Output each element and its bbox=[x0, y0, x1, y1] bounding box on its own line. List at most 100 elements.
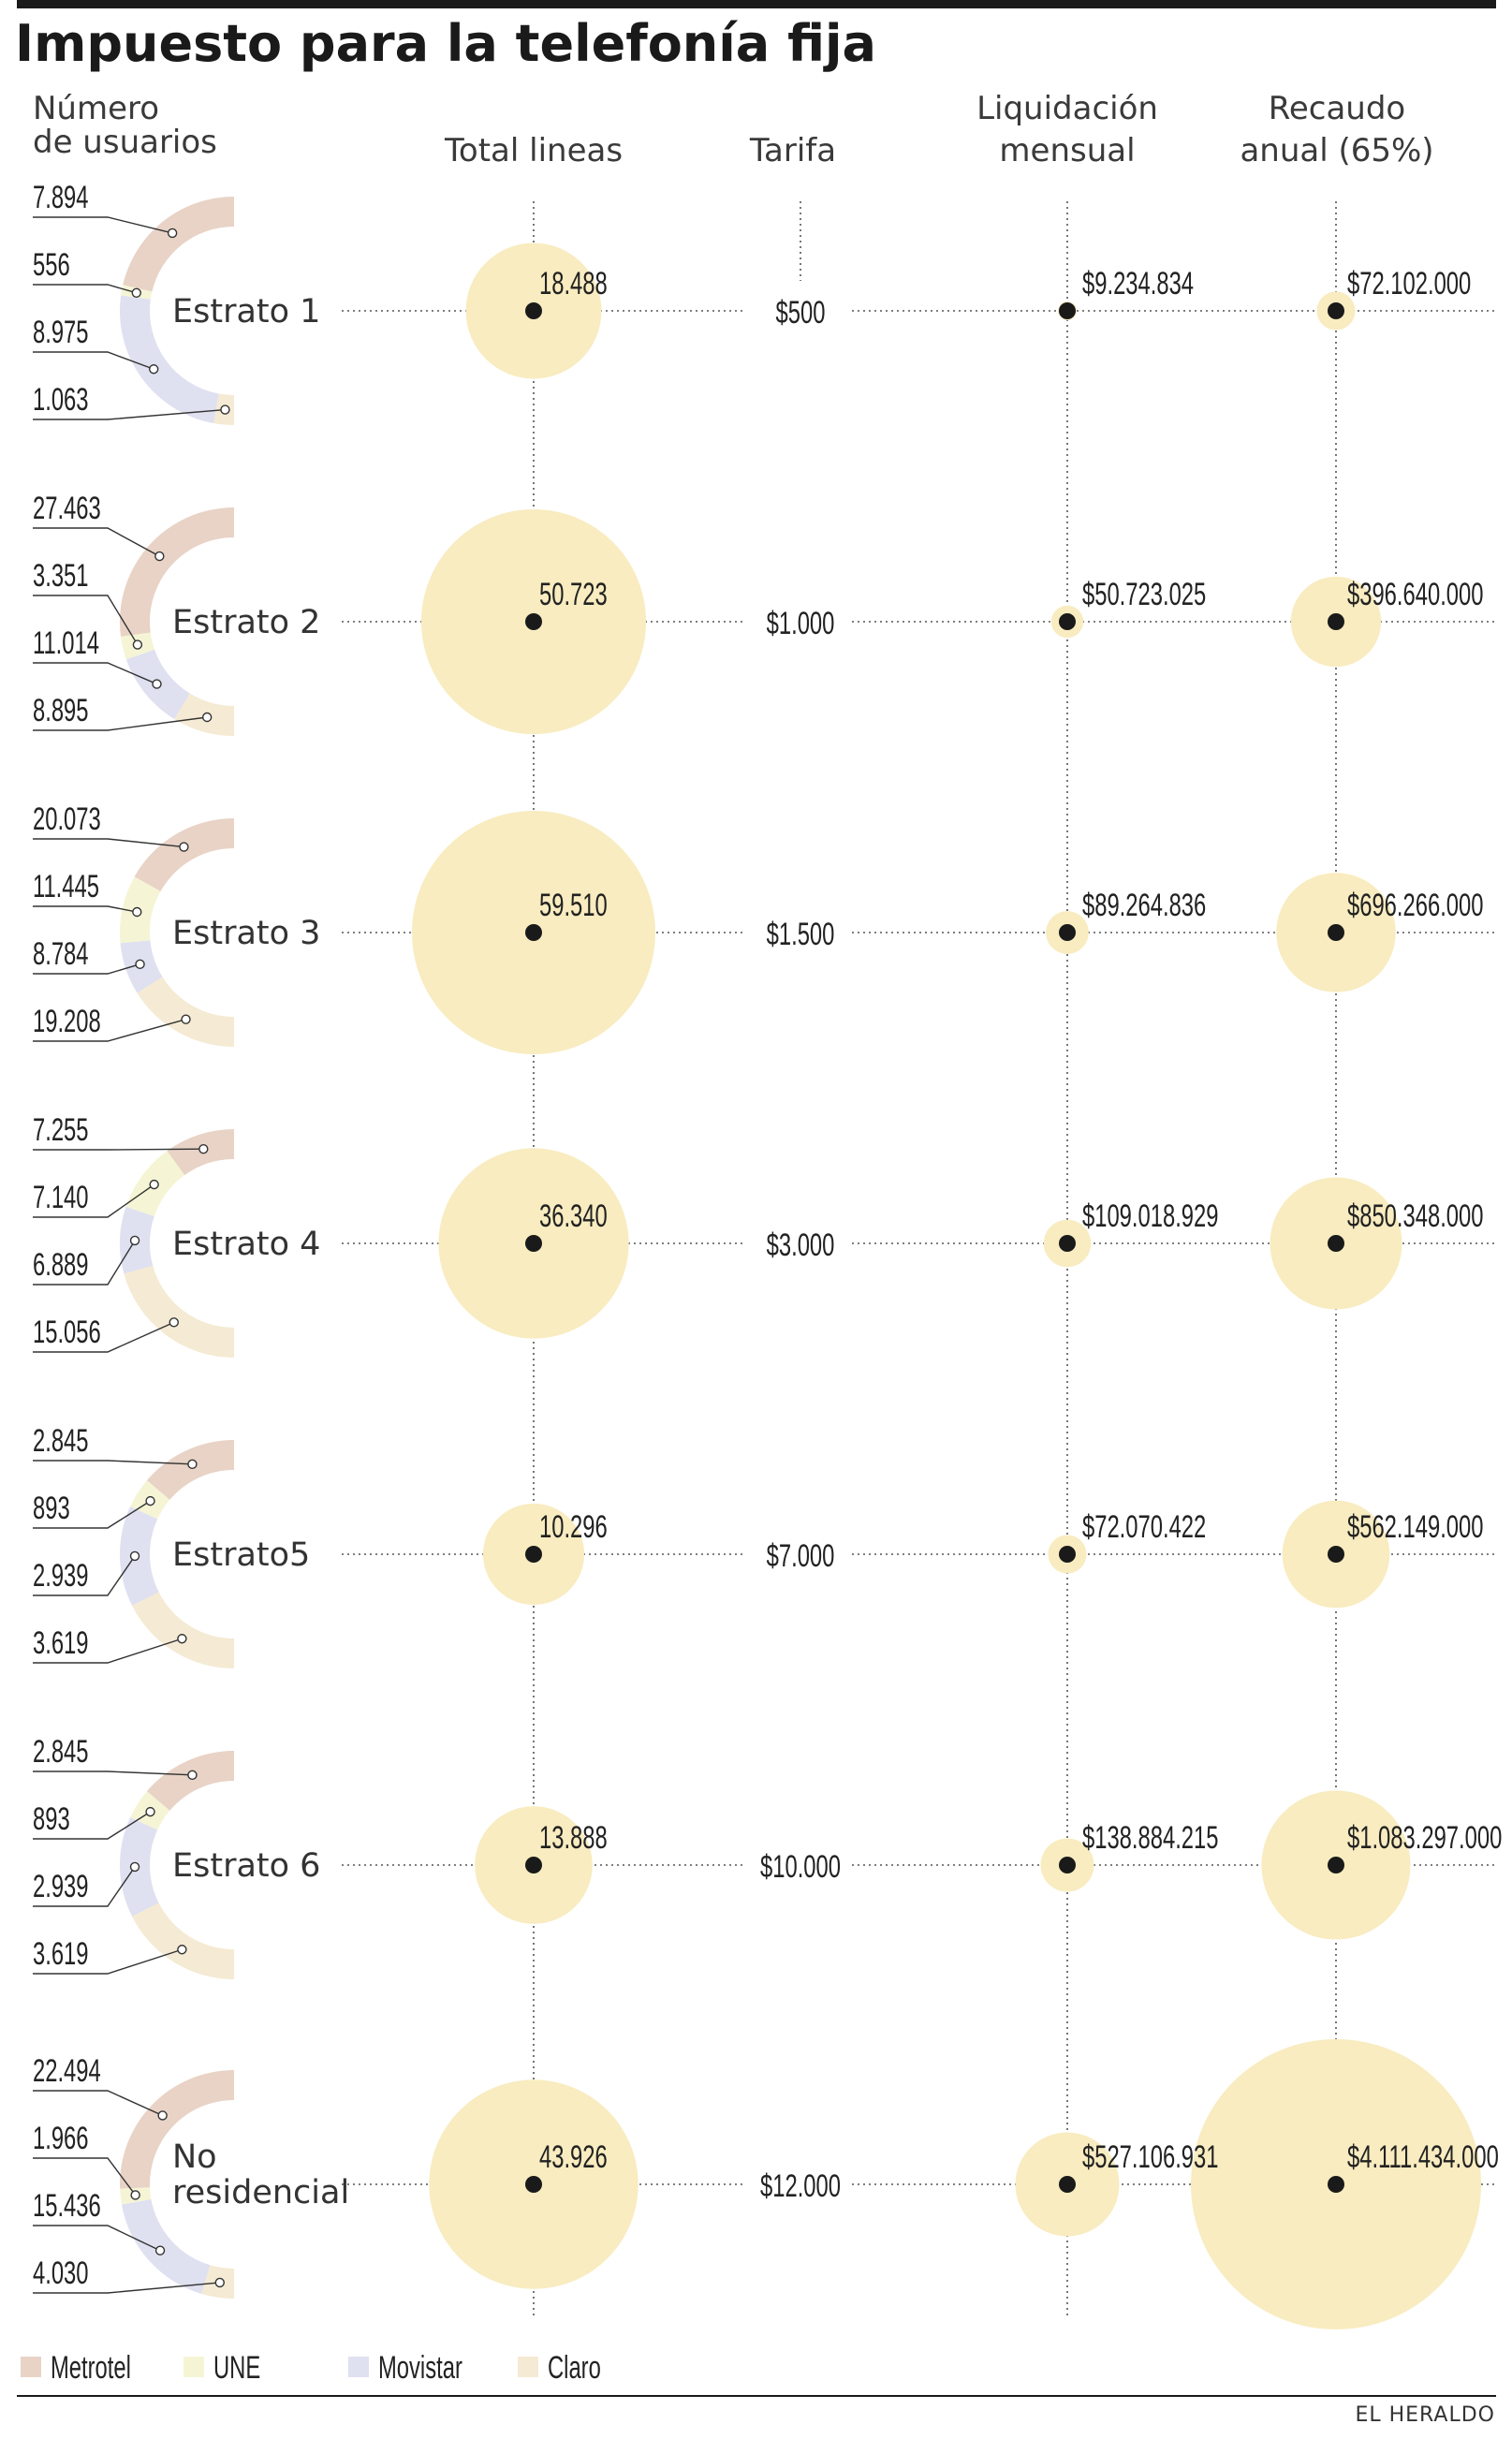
user-count-metrotel: 2.845 bbox=[33, 1423, 89, 1459]
leader-dot bbox=[187, 1459, 198, 1470]
leader-dot bbox=[201, 712, 213, 723]
leader-dot bbox=[214, 2277, 225, 2288]
user-count-une: 3.351 bbox=[33, 558, 89, 594]
top-rule bbox=[17, 0, 1496, 8]
user-count-metrotel: 27.463 bbox=[33, 491, 101, 526]
header-users-line2: de usuarios bbox=[33, 124, 217, 161]
leader-line bbox=[33, 1770, 193, 1776]
annual-label: $1.083.297.000 bbox=[1347, 1820, 1502, 1856]
leader-line bbox=[33, 216, 173, 234]
leader-dot bbox=[129, 1550, 140, 1562]
row-7: 43.926 $12.000 $527.106.931 $4.111.434.000 N… bbox=[33, 2039, 1499, 2329]
rate-label: $3.000 bbox=[767, 1227, 835, 1263]
monthly-label: $72.070.422 bbox=[1082, 1509, 1206, 1545]
monthly-dot bbox=[1059, 613, 1076, 630]
leader-dot bbox=[131, 287, 141, 298]
user-count-claro: 15.056 bbox=[33, 1315, 101, 1350]
donut-slice-claro bbox=[124, 1265, 234, 1358]
donut-slice-metrotel bbox=[134, 818, 234, 891]
annual-dot bbox=[1328, 1235, 1344, 1252]
annual-dot bbox=[1328, 1546, 1344, 1563]
annual-dot bbox=[1328, 613, 1344, 630]
total-lines-dot bbox=[525, 613, 542, 630]
donut-slice-metrotel bbox=[146, 1440, 234, 1500]
row-label: Estrato 2 bbox=[172, 604, 320, 641]
total-lines-dot bbox=[525, 2176, 542, 2193]
legend-label: Claro bbox=[548, 2350, 601, 2386]
donut-slice-claro bbox=[132, 1592, 234, 1668]
user-count-movistar: 6.889 bbox=[33, 1247, 89, 1283]
donut-slice-metrotel bbox=[123, 197, 234, 292]
leader-line bbox=[33, 408, 226, 420]
total-lines-dot bbox=[525, 1857, 542, 1873]
rate-label: $10.000 bbox=[760, 1849, 841, 1885]
leader-line bbox=[33, 1811, 151, 1840]
leader-line bbox=[33, 2282, 220, 2294]
legend-item-movistar: Movistar bbox=[348, 2350, 462, 2386]
user-count-movistar: 11.014 bbox=[33, 625, 99, 661]
row-4: 36.340 $3.000 $109.018.929 $850.348.000 Estr… bbox=[33, 1112, 1498, 1358]
leader-dot bbox=[181, 1014, 191, 1024]
donut-slice-claro bbox=[137, 977, 234, 1047]
user-count-movistar: 15.436 bbox=[33, 2188, 101, 2224]
bottom-rule bbox=[17, 2395, 1496, 2397]
leader-line bbox=[33, 284, 137, 294]
leader-dot bbox=[154, 551, 165, 562]
rate-label: $7.000 bbox=[767, 1538, 835, 1574]
row-label: Estrato 6 bbox=[172, 1847, 320, 1885]
leader-dot bbox=[157, 2110, 168, 2121]
monthly-dot bbox=[1059, 2176, 1076, 2193]
donut-slice-movistar bbox=[121, 2198, 211, 2294]
total-lines-label: 36.340 bbox=[539, 1198, 608, 1234]
leader-dot bbox=[152, 679, 162, 689]
annual-label: $850.348.000 bbox=[1347, 1198, 1483, 1234]
row-6: 13.888 $10.000 $138.884.215 $1.083.297.000 E… bbox=[33, 1734, 1502, 1979]
legend-label: Movistar bbox=[378, 2350, 462, 2386]
total-lines-label: 50.723 bbox=[539, 577, 608, 612]
page-title: Impuesto para la telefonía fija bbox=[15, 14, 876, 73]
leader-line bbox=[33, 2225, 161, 2252]
annual-dot bbox=[1328, 924, 1344, 941]
user-count-une: 7.140 bbox=[33, 1180, 89, 1215]
total-lines-label: 43.926 bbox=[539, 2139, 608, 2175]
user-count-claro: 8.895 bbox=[33, 693, 89, 728]
leader-line bbox=[33, 1240, 136, 1286]
user-count-metrotel: 2.845 bbox=[33, 1734, 89, 1770]
header-annual-line2: anual (65%) bbox=[1240, 132, 1433, 169]
leader-dot bbox=[132, 906, 142, 918]
user-count-claro: 3.619 bbox=[33, 1625, 89, 1661]
rate-label: $1.500 bbox=[767, 917, 835, 952]
leader-line bbox=[33, 1018, 186, 1042]
leader-line bbox=[33, 2090, 163, 2117]
annual-label: $562.149.000 bbox=[1347, 1509, 1483, 1545]
row-label: Estrato 4 bbox=[172, 1226, 320, 1263]
monthly-label: $89.264.836 bbox=[1082, 888, 1206, 923]
donut-slice-metrotel bbox=[146, 1751, 234, 1811]
total-lines-label: 59.510 bbox=[539, 888, 608, 923]
leader-dot bbox=[130, 2190, 140, 2200]
legend-label: Metrotel bbox=[51, 2350, 131, 2386]
user-count-movistar: 2.939 bbox=[33, 1869, 89, 1904]
annual-dot bbox=[1328, 302, 1344, 319]
monthly-label: $109.018.929 bbox=[1082, 1198, 1218, 1234]
monthly-label: $50.723.025 bbox=[1082, 577, 1206, 612]
monthly-dot bbox=[1059, 302, 1076, 319]
leader-line bbox=[33, 1638, 183, 1664]
row-1: 18.488 $500 $9.234.834 $72.102.000 Estrato 1… bbox=[33, 180, 1498, 425]
leader-dot bbox=[220, 404, 230, 415]
row-label: Estrato 1 bbox=[172, 293, 320, 331]
user-count-metrotel: 7.255 bbox=[33, 1112, 89, 1148]
user-count-claro: 3.619 bbox=[33, 1936, 89, 1972]
total-lines-dot bbox=[525, 1235, 542, 1252]
donut-slice-metrotel bbox=[120, 2070, 234, 2189]
leader-line bbox=[33, 905, 138, 913]
legend-item-une: UNE bbox=[183, 2350, 260, 2386]
leader-dot bbox=[135, 959, 145, 970]
row-label-line2: residencial bbox=[172, 2174, 349, 2211]
leader-dot bbox=[129, 1235, 140, 1246]
user-count-metrotel: 20.073 bbox=[33, 801, 101, 837]
donut-slice-movistar bbox=[120, 295, 219, 424]
total-lines-dot bbox=[525, 924, 542, 941]
source-credit: EL HERALDO bbox=[1355, 2403, 1495, 2427]
annual-label: $72.102.000 bbox=[1347, 266, 1471, 301]
